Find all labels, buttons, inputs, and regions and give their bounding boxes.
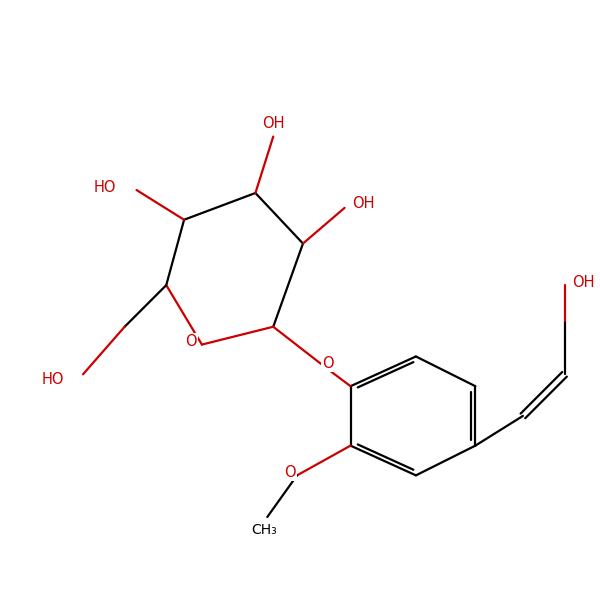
Text: OH: OH: [262, 116, 284, 131]
Text: CH₃: CH₃: [251, 523, 277, 537]
Text: HO: HO: [93, 179, 116, 194]
Text: O: O: [185, 334, 197, 349]
Text: O: O: [322, 356, 334, 371]
Text: O: O: [284, 465, 296, 480]
Text: HO: HO: [41, 371, 64, 386]
Text: OH: OH: [572, 275, 595, 290]
Text: OH: OH: [352, 196, 375, 211]
